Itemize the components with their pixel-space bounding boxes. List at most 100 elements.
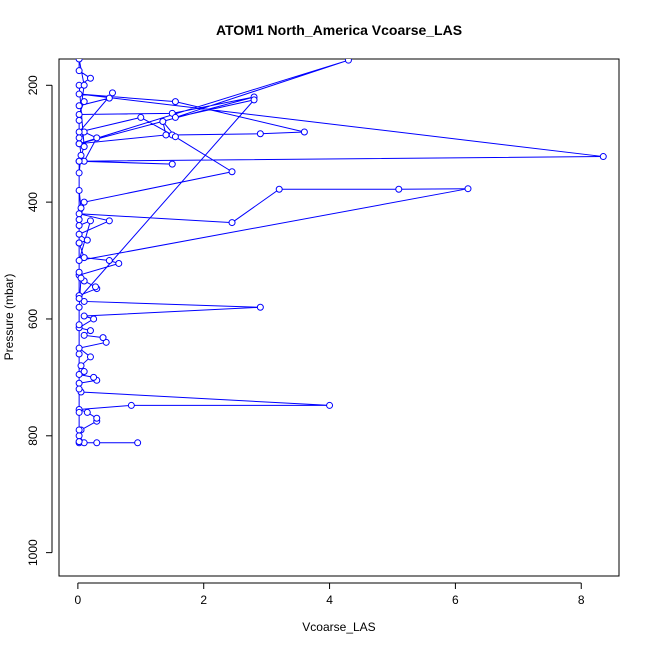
y-axis-label: Pressure (mbar) bbox=[2, 274, 16, 361]
data-point bbox=[75, 426, 83, 434]
data-point bbox=[80, 198, 88, 206]
data-point bbox=[75, 186, 83, 194]
x-tick-label: 4 bbox=[326, 593, 333, 607]
data-point bbox=[86, 74, 94, 82]
data-point bbox=[326, 401, 334, 409]
data-point bbox=[75, 408, 83, 416]
x-axis-label: Vcoarse_LAS bbox=[302, 620, 375, 634]
data-point bbox=[86, 327, 94, 335]
data-point bbox=[75, 59, 83, 63]
data-point bbox=[300, 128, 308, 136]
data-point bbox=[83, 408, 91, 416]
y-tick-label: 1000 bbox=[26, 539, 40, 566]
data-point bbox=[99, 334, 107, 342]
data-point bbox=[75, 169, 83, 177]
data-point bbox=[83, 236, 91, 244]
data-point bbox=[93, 439, 101, 447]
data-point bbox=[80, 368, 88, 376]
data-point bbox=[171, 113, 179, 121]
y-tick-label: 800 bbox=[26, 425, 40, 445]
data-point bbox=[105, 257, 113, 265]
data-point bbox=[75, 210, 83, 218]
data-point bbox=[75, 111, 83, 118]
data-point bbox=[115, 259, 123, 267]
data-point bbox=[250, 96, 258, 104]
data-point bbox=[75, 295, 83, 303]
data-point bbox=[275, 185, 283, 193]
y-tick-label: 200 bbox=[26, 75, 40, 95]
data-point bbox=[137, 113, 145, 121]
data-point bbox=[75, 221, 83, 229]
data-point bbox=[344, 59, 352, 64]
data-point bbox=[134, 439, 142, 447]
data-point bbox=[75, 379, 83, 387]
data-point bbox=[105, 217, 113, 225]
data-point bbox=[77, 362, 85, 370]
data-point bbox=[168, 160, 176, 168]
data-point bbox=[256, 130, 264, 138]
data-point bbox=[105, 94, 113, 102]
y-tick-label: 400 bbox=[26, 192, 40, 212]
y-tick-label: 600 bbox=[26, 309, 40, 329]
data-point bbox=[86, 353, 94, 361]
data-point bbox=[75, 350, 83, 358]
data-point bbox=[93, 414, 101, 422]
data-point bbox=[102, 338, 110, 346]
data-point bbox=[80, 331, 88, 339]
x-tick-label: 8 bbox=[578, 593, 585, 607]
data-point bbox=[75, 438, 83, 446]
data-point bbox=[86, 217, 94, 225]
data-point bbox=[90, 373, 98, 381]
data-point bbox=[80, 312, 88, 320]
data-point bbox=[80, 98, 88, 106]
data-point bbox=[75, 268, 83, 276]
data-point bbox=[75, 432, 83, 440]
data-point bbox=[93, 134, 101, 142]
data-point bbox=[75, 102, 83, 110]
x-tick-label: 0 bbox=[75, 593, 82, 607]
y-axis: 200 400 600 800 1000 bbox=[26, 75, 53, 566]
data-point bbox=[75, 257, 83, 265]
data-point bbox=[159, 118, 167, 126]
data-point bbox=[75, 239, 83, 247]
data-point bbox=[395, 185, 403, 193]
data-point bbox=[127, 401, 135, 409]
data-point bbox=[599, 153, 607, 161]
data-point bbox=[80, 81, 88, 89]
series-layer bbox=[75, 59, 607, 447]
data-point bbox=[77, 151, 85, 159]
data-point bbox=[75, 303, 83, 311]
x-axis: 0 2 4 6 8 bbox=[75, 582, 585, 607]
data-point bbox=[80, 143, 88, 151]
data-point bbox=[162, 131, 170, 139]
data-point bbox=[75, 385, 83, 393]
data-point bbox=[228, 219, 236, 227]
data-point bbox=[108, 89, 116, 97]
x-tick-label: 2 bbox=[200, 593, 207, 607]
data-point bbox=[75, 67, 83, 75]
x-tick-label: 6 bbox=[452, 593, 459, 607]
data-point bbox=[75, 321, 83, 329]
data-point bbox=[171, 133, 179, 141]
data-point bbox=[75, 157, 83, 165]
plot-frame bbox=[58, 58, 620, 577]
data-point bbox=[75, 216, 83, 224]
data-point bbox=[256, 303, 264, 311]
data-point bbox=[75, 90, 83, 98]
data-point bbox=[77, 274, 85, 282]
data-point bbox=[75, 344, 83, 352]
data-point bbox=[75, 134, 83, 142]
chart-title: ATOM1 North_America Vcoarse_LAS bbox=[216, 22, 462, 38]
data-point bbox=[171, 98, 179, 106]
data-point bbox=[75, 230, 83, 238]
data-point bbox=[75, 370, 83, 378]
data-point bbox=[464, 185, 472, 193]
data-point bbox=[77, 204, 85, 212]
data-point bbox=[75, 128, 83, 136]
data-point bbox=[80, 297, 88, 305]
data-point bbox=[75, 116, 83, 124]
data-point bbox=[90, 315, 98, 323]
data-point bbox=[228, 168, 236, 176]
